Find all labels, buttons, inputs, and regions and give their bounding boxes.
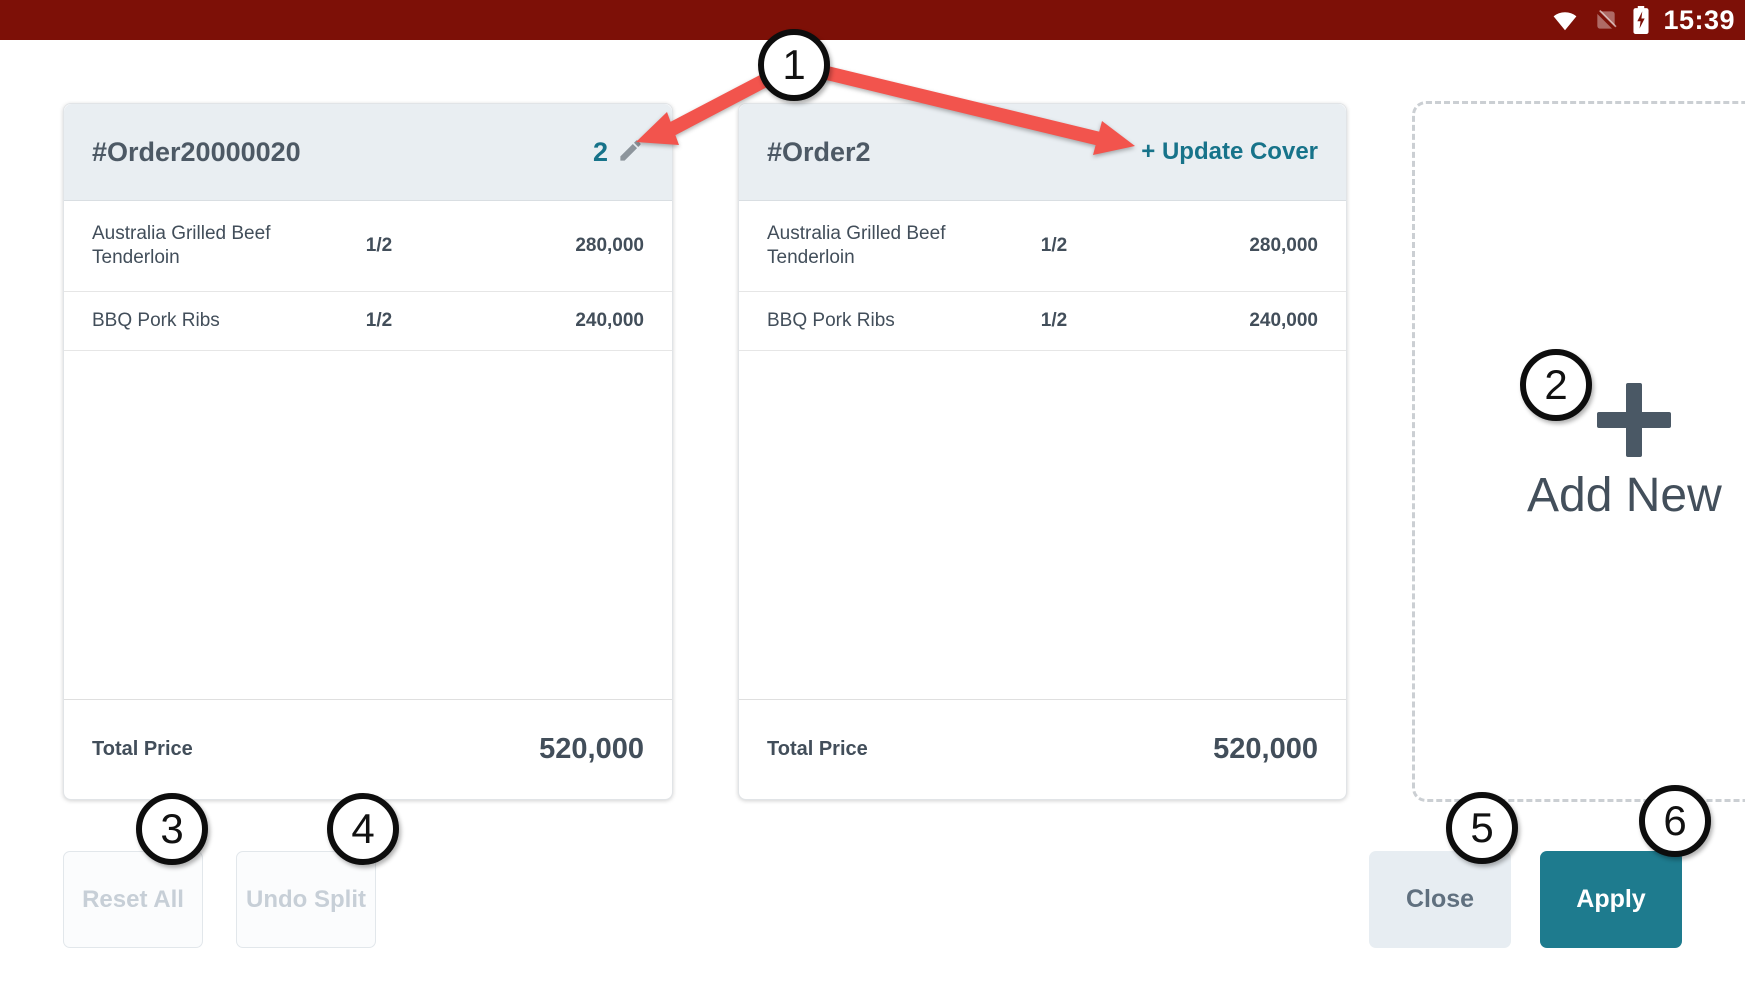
no-sim-icon — [1593, 7, 1619, 33]
order-card-header: #Order20000020 2 — [64, 104, 672, 201]
item-qty: 1/2 — [365, 235, 393, 256]
item-price: 240,000 — [1249, 310, 1318, 331]
order-card-header: #Order2 + Update Cover — [739, 104, 1346, 201]
order-item-row[interactable]: Australia Grilled Beef Tenderloin 1/2 28… — [739, 201, 1346, 292]
item-qty: 1/2 — [365, 310, 393, 331]
add-new-label: Add New — [1527, 469, 1722, 522]
order-title: #Order20000020 — [92, 136, 301, 167]
item-name: Australia Grilled Beef Tenderloin — [92, 222, 271, 268]
apply-button[interactable]: Apply — [1540, 851, 1682, 948]
card-empty-area — [64, 351, 672, 699]
reset-all-button[interactable]: Reset All — [63, 851, 203, 948]
total-price-label: Total Price — [92, 738, 193, 760]
marker-number: 6 — [1663, 797, 1687, 844]
status-time: 15:39 — [1663, 4, 1735, 35]
wifi-icon — [1550, 7, 1580, 33]
total-price-value: 520,000 — [539, 733, 644, 765]
add-new-order-panel[interactable]: Add New — [1412, 101, 1745, 802]
total-row: Total Price 520,000 — [739, 699, 1346, 799]
close-button[interactable]: Close — [1369, 851, 1511, 948]
marker-number: 1 — [782, 41, 806, 88]
order-item-row[interactable]: BBQ Pork Ribs 1/2 240,000 — [739, 292, 1346, 351]
cover-count: 2 — [592, 136, 608, 167]
marker-number: 3 — [160, 805, 184, 852]
total-price-label: Total Price — [767, 738, 868, 760]
item-price: 280,000 — [1249, 235, 1318, 256]
plus-icon — [1596, 382, 1672, 463]
pencil-icon — [617, 137, 644, 167]
item-name: Australia Grilled Beef Tenderloin — [767, 222, 946, 268]
item-qty: 1/2 — [1040, 235, 1068, 256]
order-card-source: #Order20000020 2 Australia Grilled Beef … — [63, 103, 673, 800]
marker-number: 5 — [1470, 804, 1494, 851]
order-title: #Order2 — [767, 136, 871, 167]
order-item-row[interactable]: Australia Grilled Beef Tenderloin 1/2 28… — [64, 201, 672, 292]
item-name: BBQ Pork Ribs — [92, 309, 220, 331]
item-name: BBQ Pork Ribs — [767, 309, 895, 331]
order-card-split: #Order2 + Update Cover Australia Grilled… — [738, 103, 1347, 800]
total-row: Total Price 520,000 — [64, 699, 672, 799]
item-qty: 1/2 — [1040, 310, 1068, 331]
undo-split-button[interactable]: Undo Split — [236, 851, 376, 948]
status-bar: 15:39 — [0, 0, 1745, 40]
marker-number: 4 — [351, 805, 375, 852]
item-price: 280,000 — [575, 235, 644, 256]
total-price-value: 520,000 — [1213, 733, 1318, 765]
update-cover-button[interactable]: + Update Cover — [1141, 138, 1318, 165]
edit-cover-button[interactable]: 2 — [593, 137, 644, 168]
card-empty-area — [739, 351, 1346, 699]
order-item-row[interactable]: BBQ Pork Ribs 1/2 240,000 — [64, 292, 672, 351]
item-price: 240,000 — [575, 310, 644, 331]
battery-charging-icon — [1632, 6, 1650, 34]
